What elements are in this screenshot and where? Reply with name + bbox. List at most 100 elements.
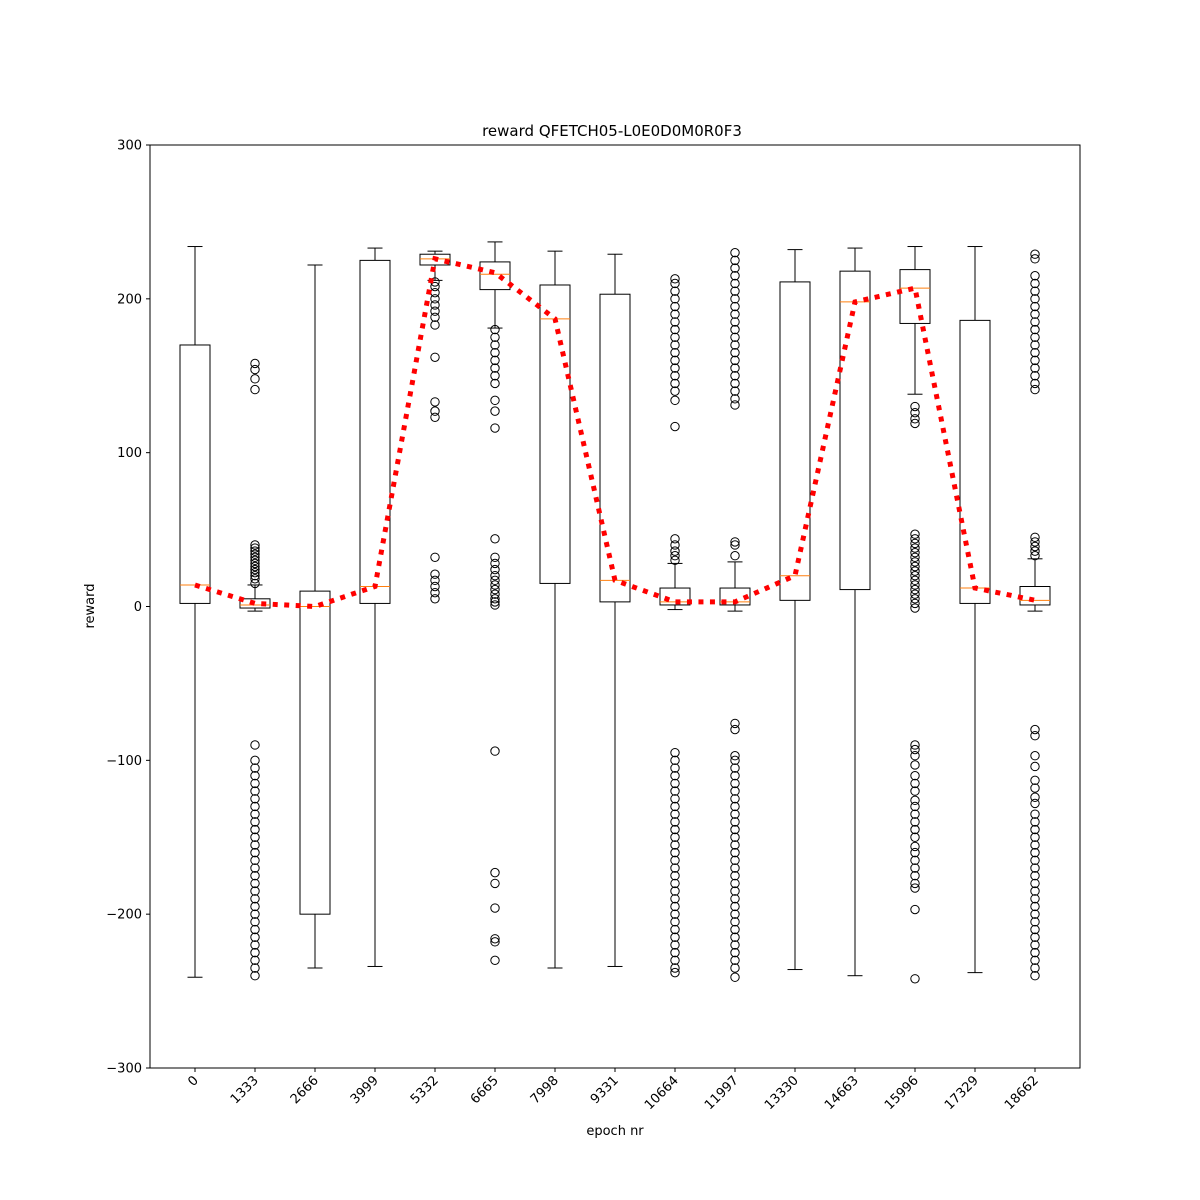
outlier-point xyxy=(730,832,740,842)
outlier-point xyxy=(670,771,680,781)
outlier-point xyxy=(490,324,500,335)
box-group xyxy=(239,358,271,981)
outlier-point xyxy=(670,917,680,927)
outlier-point xyxy=(430,397,440,407)
outlier-point xyxy=(670,534,680,544)
outlier-point xyxy=(730,817,740,827)
outlier-point xyxy=(250,886,260,896)
outlier-point xyxy=(910,974,920,984)
outlier-point xyxy=(490,395,500,406)
outlier-point xyxy=(730,247,740,258)
outlier-point xyxy=(730,901,740,912)
outlier-point xyxy=(910,817,920,827)
box-iqr xyxy=(359,259,391,604)
box-group xyxy=(719,247,751,982)
outlier-point xyxy=(250,755,260,766)
outlier-point xyxy=(670,755,680,766)
outlier-point xyxy=(730,878,740,889)
outlier-point xyxy=(490,355,500,366)
box-iqr xyxy=(839,270,871,591)
outlier-point xyxy=(1030,363,1040,373)
outlier-point xyxy=(730,255,740,266)
outlier-point xyxy=(430,352,440,362)
outlier-point xyxy=(250,794,260,804)
outlier-point xyxy=(250,564,260,575)
outlier-point xyxy=(1030,761,1040,772)
outlier-point xyxy=(1030,546,1040,556)
outlier-point xyxy=(1030,532,1040,542)
y-tick-label: −200 xyxy=(106,908,142,923)
outlier-point xyxy=(1030,301,1040,312)
outlier-point xyxy=(1030,371,1040,381)
outlier-point xyxy=(250,358,260,369)
outlier-point xyxy=(1030,254,1040,264)
outlier-point xyxy=(1030,932,1040,942)
outlier-point xyxy=(670,847,680,858)
outlier-point xyxy=(730,263,740,273)
outlier-point xyxy=(1030,798,1040,809)
outlier-point xyxy=(670,967,680,978)
box-iqr xyxy=(239,598,271,609)
outlier-point xyxy=(670,540,680,550)
outlier-point xyxy=(1030,271,1040,281)
outlier-point xyxy=(490,363,500,373)
y-tick-label: −100 xyxy=(106,754,142,769)
outlier-point xyxy=(490,340,500,350)
outlier-point xyxy=(670,421,680,432)
outlier-point xyxy=(430,552,440,562)
outlier-point xyxy=(730,847,740,858)
outlier-point xyxy=(670,832,680,842)
outlier-point xyxy=(670,324,680,335)
outlier-point xyxy=(250,555,260,566)
box-iqr xyxy=(419,253,451,266)
outlier-point xyxy=(910,778,920,789)
outlier-point xyxy=(670,909,680,919)
outlier-point xyxy=(1030,832,1040,842)
outlier-point xyxy=(730,286,740,296)
outlier-point xyxy=(670,894,680,904)
outlier-point xyxy=(430,581,440,592)
outlier-point xyxy=(250,771,260,781)
outlier-point xyxy=(1030,809,1040,819)
outlier-point xyxy=(730,924,740,935)
box-group xyxy=(419,250,451,604)
outlier-point xyxy=(670,340,680,350)
outlier-point xyxy=(250,832,260,842)
outlier-point xyxy=(910,552,920,562)
outlier-point xyxy=(250,571,260,581)
outlier-point xyxy=(670,863,680,873)
outlier-point xyxy=(250,549,260,559)
outlier-point xyxy=(1030,775,1040,786)
outlier-point xyxy=(490,371,500,381)
outlier-point xyxy=(730,540,740,550)
outlier-point xyxy=(910,847,920,858)
outlier-point xyxy=(250,847,260,858)
outlier-point xyxy=(730,551,740,561)
outlier-point xyxy=(250,947,260,958)
outlier-point xyxy=(250,540,260,550)
box-group xyxy=(599,253,631,967)
outlier-point xyxy=(430,300,440,310)
outlier-point xyxy=(1030,901,1040,912)
outlier-point xyxy=(1030,971,1040,981)
outlier-point xyxy=(250,801,260,812)
outlier-point xyxy=(730,771,740,781)
outlier-point xyxy=(910,871,920,881)
outlier-point xyxy=(730,824,740,835)
outlier-point xyxy=(250,963,260,973)
outlier-point xyxy=(730,778,740,789)
outlier-point xyxy=(670,955,680,966)
y-axis: −300 −200 −100 0 100 200 300 xyxy=(106,139,150,1077)
outlier-point xyxy=(670,378,680,389)
outlier-point xyxy=(250,364,260,375)
outlier-point xyxy=(910,401,920,412)
outlier-point xyxy=(490,937,500,947)
box-iqr xyxy=(599,293,631,603)
outlier-point xyxy=(1030,724,1040,735)
outlier-point xyxy=(910,580,920,590)
outlier-point xyxy=(730,855,740,866)
box-iqr xyxy=(539,284,571,584)
outlier-point xyxy=(730,332,740,342)
outlier-point xyxy=(730,324,740,335)
outlier-point xyxy=(490,584,500,595)
